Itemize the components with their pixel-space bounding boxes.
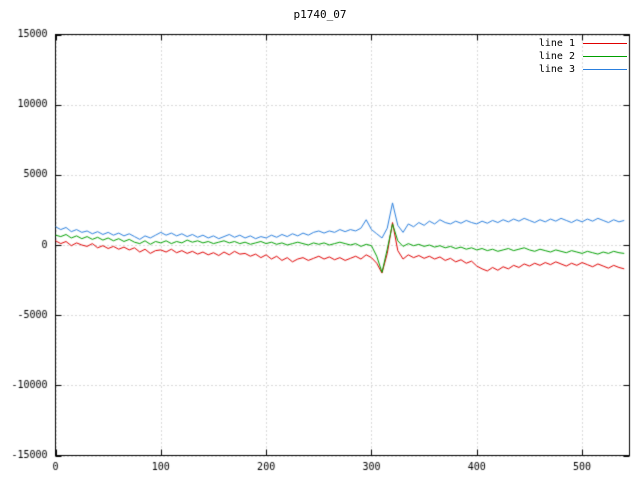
legend-label: line 2 [538, 51, 575, 62]
legend-line-sample-icon [583, 43, 627, 44]
legend-item: line 2 [538, 51, 627, 62]
legend-line-sample-icon [583, 56, 627, 57]
chart-title: p1740_07 [293, 8, 347, 21]
legend-label: line 3 [538, 64, 575, 75]
legend-label: line 1 [538, 38, 575, 49]
legend-item: line 3 [538, 64, 627, 75]
legend: line 1 line 2 line 3 [538, 38, 627, 75]
legend-item: line 1 [538, 38, 627, 49]
legend-line-sample-icon [583, 69, 627, 70]
